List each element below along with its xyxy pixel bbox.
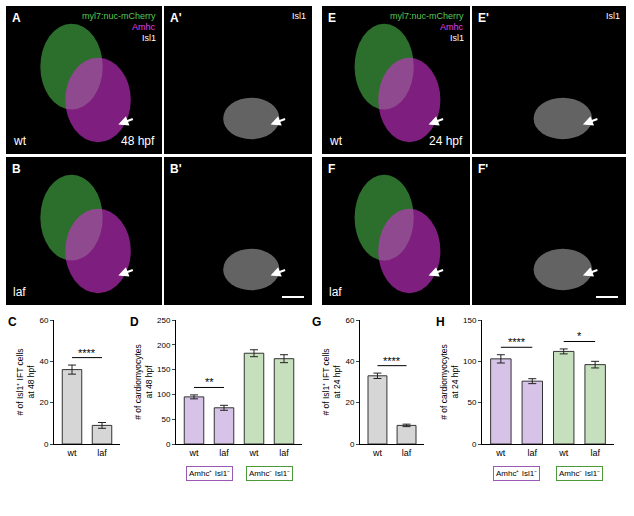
svg-text:50: 50	[467, 398, 476, 407]
svg-text:Amhc⁺ Isl1⁻: Amhc⁺ Isl1⁻	[496, 469, 537, 478]
svg-text:# of Isl1⁺ IFT cellsat 24 hpf: # of Isl1⁺ IFT cellsat 24 hpf	[321, 348, 342, 415]
svg-text:****: ****	[508, 336, 526, 348]
svg-text:60: 60	[39, 316, 48, 325]
svg-text:# of cardiomyocytesat 24 hpf: # of cardiomyocytesat 24 hpf	[439, 344, 460, 420]
svg-text:Amhc: Amhc	[440, 22, 464, 32]
svg-text:*: *	[577, 330, 582, 342]
svg-text:B': B'	[170, 162, 182, 176]
svg-text:Isl1: Isl1	[606, 11, 620, 21]
svg-text:laf: laf	[219, 448, 229, 458]
svg-text:B: B	[12, 162, 21, 176]
svg-text:wt: wt	[329, 134, 343, 148]
svg-text:wt: wt	[189, 448, 199, 458]
svg-text:20: 20	[345, 398, 354, 407]
svg-text:laf: laf	[13, 285, 26, 299]
svg-text:250: 250	[157, 316, 171, 325]
svg-text:60: 60	[345, 316, 354, 325]
svg-text:50: 50	[161, 415, 170, 424]
svg-text:laf: laf	[528, 448, 538, 458]
svg-text:Isl1: Isl1	[450, 33, 464, 43]
svg-text:laf: laf	[329, 285, 342, 299]
svg-text:100: 100	[463, 357, 477, 366]
svg-text:laf: laf	[279, 448, 289, 458]
svg-text:48 hpf: 48 hpf	[121, 134, 155, 148]
svg-text:**: **	[205, 376, 214, 388]
svg-text:myl7:nuc-mCherry: myl7:nuc-mCherry	[390, 11, 464, 21]
svg-text:laf: laf	[97, 448, 107, 458]
svg-text:myl7:nuc-mCherry: myl7:nuc-mCherry	[82, 11, 156, 21]
svg-text:H: H	[436, 315, 445, 329]
svg-text:# of Isl1⁺ IFT cellsat 48 hpf: # of Isl1⁺ IFT cellsat 48 hpf	[15, 348, 36, 415]
svg-text:wt: wt	[13, 134, 27, 148]
svg-text:0: 0	[350, 440, 355, 449]
svg-text:F': F'	[478, 162, 488, 176]
svg-text:Amhc⁻ Isl1⁻: Amhc⁻ Isl1⁻	[559, 469, 600, 478]
svg-text:wt: wt	[67, 448, 77, 458]
svg-text:Isl1: Isl1	[292, 11, 306, 21]
svg-text:Amhc: Amhc	[132, 22, 156, 32]
svg-text:wt: wt	[249, 448, 259, 458]
svg-text:laf: laf	[590, 448, 600, 458]
svg-text:A: A	[12, 11, 21, 25]
svg-text:150: 150	[157, 365, 171, 374]
svg-text:wt: wt	[495, 448, 505, 458]
svg-text:150: 150	[463, 316, 477, 325]
svg-text:200: 200	[157, 341, 171, 350]
svg-text:F: F	[328, 162, 335, 176]
svg-text:0: 0	[44, 440, 49, 449]
svg-text:C: C	[8, 315, 17, 329]
svg-text:laf: laf	[402, 448, 412, 458]
svg-text:A': A'	[170, 11, 182, 25]
svg-text:E: E	[328, 11, 336, 25]
svg-text:Amhc⁺ Isl1⁻: Amhc⁺ Isl1⁻	[189, 469, 230, 478]
svg-text:E': E'	[478, 11, 489, 25]
svg-text:0: 0	[166, 440, 171, 449]
svg-text:0: 0	[472, 440, 477, 449]
svg-text:40: 40	[345, 357, 354, 366]
svg-text:G: G	[312, 315, 321, 329]
svg-text:40: 40	[39, 357, 48, 366]
svg-text:Isl1: Isl1	[142, 33, 156, 43]
svg-text:# of cardiomyocytesat 48 hpf: # of cardiomyocytesat 48 hpf	[133, 344, 154, 420]
svg-text:D: D	[130, 315, 139, 329]
svg-text:20: 20	[39, 398, 48, 407]
svg-text:****: ****	[78, 347, 96, 359]
svg-text:****: ****	[383, 355, 401, 367]
svg-text:Amhc⁻ Isl1⁻: Amhc⁻ Isl1⁻	[249, 469, 290, 478]
svg-text:wt: wt	[372, 448, 382, 458]
svg-text:100: 100	[157, 390, 171, 399]
svg-text:wt: wt	[558, 448, 568, 458]
svg-text:24 hpf: 24 hpf	[429, 134, 463, 148]
